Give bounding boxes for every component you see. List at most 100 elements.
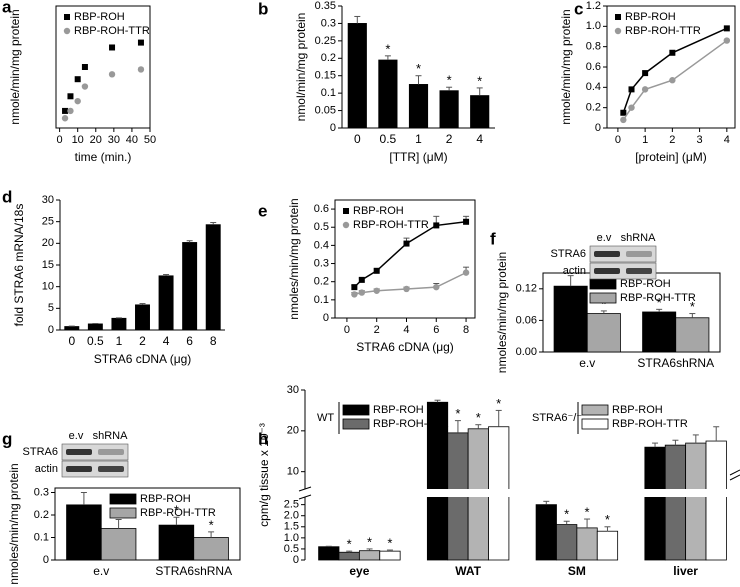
panel-letter: c <box>574 0 583 18</box>
blot-row-label: actin <box>35 463 58 475</box>
y-tick-label: 0 <box>48 324 54 336</box>
blot-row-label: STRA6 <box>23 446 58 458</box>
blot-lane-label: shRNA <box>93 430 129 442</box>
point <box>433 283 440 291</box>
legend-label: RBP-ROH-TTR <box>140 507 216 519</box>
x-axis-label: STRA6 cDNA (μg) <box>356 340 454 354</box>
significance-star: * <box>605 512 610 527</box>
bar <box>439 90 459 129</box>
point <box>628 86 635 93</box>
y-axis-label: fold STRA6 mRNA/18s <box>12 204 26 327</box>
blot-row-label: actin <box>563 265 586 277</box>
x-tick-label: 4 <box>163 334 170 348</box>
point <box>67 107 74 115</box>
legend-group-label: WT <box>317 412 334 424</box>
significance-star: * <box>387 535 392 550</box>
x-tick-label: 2 <box>669 134 675 146</box>
point <box>61 115 69 122</box>
point <box>109 44 116 51</box>
y-tick-label: 0 <box>595 122 601 134</box>
point <box>628 104 635 111</box>
y-tick-label: 30 <box>42 194 54 206</box>
y-axis-label: nmol/min/mg protein <box>294 13 308 122</box>
legend-swatch <box>109 493 137 505</box>
y-tick-label: 20 <box>42 237 54 249</box>
legend-label: RBP-ROH <box>140 493 191 505</box>
bar <box>586 313 621 353</box>
point <box>462 269 470 276</box>
bar <box>66 504 102 561</box>
bar <box>379 550 401 561</box>
legend-label: RBP-ROH <box>620 278 671 290</box>
bar <box>535 504 557 561</box>
point <box>81 64 88 70</box>
y-tick-label: 0 <box>323 312 329 324</box>
y-tick-label: 10 <box>42 281 54 293</box>
legend-marker <box>615 14 621 20</box>
x-tick-label: 0 <box>354 132 361 146</box>
panel-letter: e <box>258 201 267 220</box>
significance-star: * <box>601 296 606 311</box>
blot-lane-label: e.v <box>597 232 612 244</box>
bar <box>408 84 429 129</box>
blot-strip <box>589 245 657 263</box>
bar <box>642 311 677 353</box>
y-tick-label: 0.3 <box>321 17 336 29</box>
significance-star: * <box>585 504 590 519</box>
legend-label: RBP-ROH-TTR <box>625 25 701 37</box>
significance-star: * <box>209 517 214 532</box>
series-line <box>354 271 467 296</box>
y-tick-label: 0.8 <box>586 41 601 53</box>
x-tick-label: 2 <box>139 334 146 348</box>
y-tick-label: 0.2 <box>314 276 329 288</box>
bar <box>664 444 687 561</box>
point <box>669 49 676 56</box>
y-axis-label: nmoles/min/mg protein <box>287 198 301 319</box>
x-axis-label: time (min.) <box>75 150 132 164</box>
blot-strip <box>61 443 129 461</box>
legend-swatch <box>109 507 137 519</box>
x-tick-label: 0 <box>57 134 63 146</box>
x-tick-label: WAT <box>455 564 481 578</box>
bar <box>338 551 360 561</box>
bar <box>193 537 229 561</box>
x-tick-label: 8 <box>463 324 469 336</box>
point <box>108 71 116 78</box>
y-tick-label: 0.1 <box>314 294 329 306</box>
blot-band <box>98 449 124 455</box>
panel-letter: b <box>258 0 268 18</box>
y-tick-label: 0.4 <box>586 81 601 93</box>
y-tick-label: 0.05 <box>315 104 336 116</box>
bar <box>64 326 80 331</box>
point <box>137 39 144 46</box>
blot-row-label: STRA6 <box>551 248 586 260</box>
bar <box>111 317 127 331</box>
panel-letter: a <box>2 0 12 16</box>
y-tick-label: 0.3 <box>314 257 329 269</box>
x-tick-label: 0 <box>68 334 75 348</box>
y-tick-label: 10 <box>287 466 299 478</box>
panel-letter: f <box>490 229 496 248</box>
break-mark <box>298 486 312 492</box>
blot-lane-label: e.v <box>69 430 84 442</box>
break-mark <box>729 469 740 476</box>
blot-band <box>626 251 652 257</box>
bar <box>675 317 710 353</box>
y-tick-label: 0.12 <box>516 283 537 295</box>
significance-star: * <box>477 73 482 88</box>
bar <box>553 285 588 353</box>
point <box>373 267 380 274</box>
y-axis-label: nmole/min/mg protein <box>559 9 573 124</box>
y-tick-label: 1.0 <box>586 20 601 32</box>
legend-marker <box>64 14 70 20</box>
panel-letter: h <box>258 429 268 448</box>
point <box>620 109 627 116</box>
point <box>74 76 81 83</box>
y-tick-label: 0.6 <box>586 61 601 73</box>
bar <box>318 546 340 561</box>
x-axis-label: STRA6 cDNA (μg) <box>94 352 192 366</box>
point <box>67 93 74 100</box>
bar <box>158 275 174 331</box>
y-tick-label: 1.2 <box>586 0 601 12</box>
